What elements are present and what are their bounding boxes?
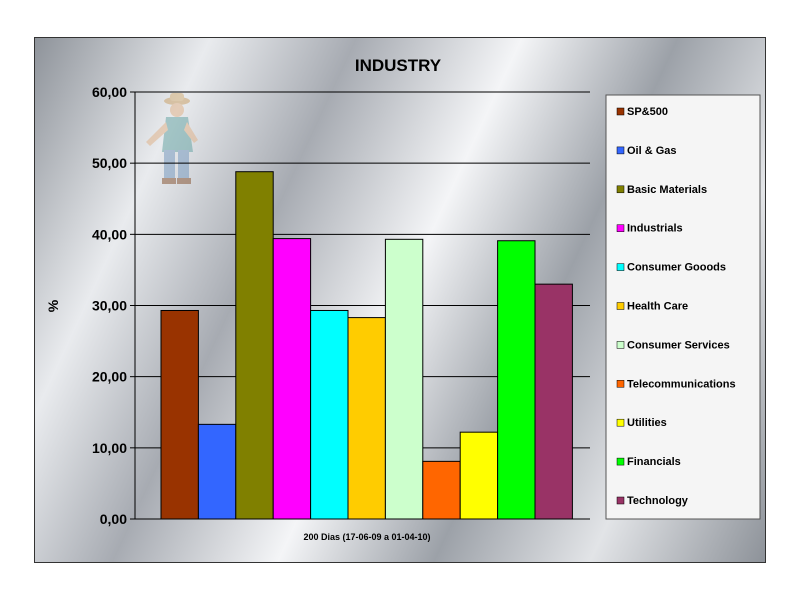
legend-swatch	[616, 224, 625, 232]
legend-swatch	[616, 185, 625, 194]
legend-swatch	[616, 418, 625, 427]
x-axis-label: 200 Dias (17-06-09 a 01-04-10)	[303, 532, 430, 542]
legend-swatch	[616, 302, 625, 310]
bar-oil-gas	[197, 423, 237, 520]
legend-label: Technology	[627, 495, 689, 507]
y-tick-label: 50,00	[92, 155, 127, 171]
bar-sp-500	[160, 309, 199, 520]
legend-swatch	[616, 496, 625, 505]
legend-label: Basic Materials	[627, 184, 707, 196]
legend-label: Telecommunications	[627, 378, 736, 390]
cowboy-clipart-image	[146, 93, 198, 184]
y-tick-label: 60,00	[92, 84, 127, 100]
y-tick-label: 30,00	[92, 298, 127, 314]
legend-label: Utilities	[627, 417, 667, 429]
bar-consumer-services	[384, 238, 424, 520]
bar-financials	[497, 240, 536, 520]
bar-consumer-gooods	[310, 309, 349, 520]
bar-telecommunications	[422, 460, 461, 520]
chart-legend: SP&500 Oil & Gas Basic Materials Industrial…	[605, 94, 761, 520]
y-tick-label: 20,00	[92, 369, 127, 385]
legend-label: Consumer Gooods	[627, 262, 726, 274]
legend-label: Health Care	[627, 301, 688, 313]
bar-basic-materials	[235, 171, 274, 520]
legend-label: Consumer Services	[627, 339, 730, 351]
chart-title: INDUSTRY	[355, 56, 442, 75]
legend-swatch	[616, 457, 625, 466]
bar-utilities	[459, 431, 499, 520]
legend-label: Oil & Gas	[627, 145, 677, 157]
bar-health-care	[347, 317, 386, 520]
y-tick-label: 40,00	[92, 226, 127, 242]
legend-swatch	[616, 263, 625, 271]
legend-swatch	[616, 341, 625, 349]
bar-industrials	[272, 238, 312, 520]
legend-label: Industrials	[627, 223, 683, 235]
legend-swatch	[616, 146, 625, 155]
y-axis-label: %	[45, 299, 61, 312]
legend-label: Financials	[627, 456, 681, 468]
legend-label: SP&500	[627, 106, 668, 118]
y-tick-label: 0,00	[100, 511, 127, 527]
bar-technology	[534, 283, 573, 520]
y-tick-label: 10,00	[92, 440, 127, 456]
legend-swatch	[616, 380, 625, 388]
legend-swatch	[616, 107, 625, 116]
